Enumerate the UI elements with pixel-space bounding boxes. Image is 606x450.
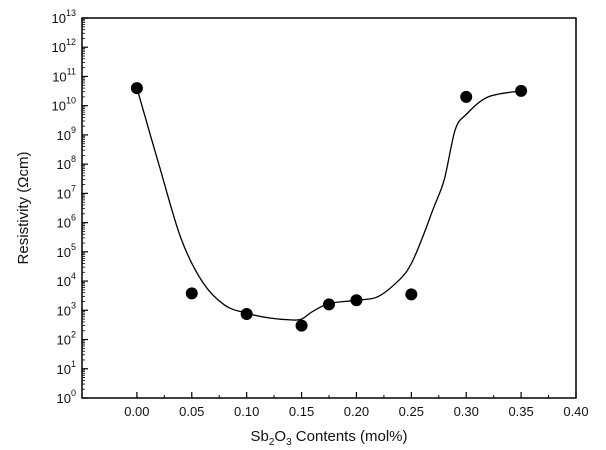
x-tick-label: 0.10 [234, 404, 259, 419]
y-tick-label: 106 [57, 213, 76, 231]
y-tick-label: 1012 [52, 37, 76, 55]
x-tick-label: 0.25 [399, 404, 424, 419]
data-point [515, 84, 528, 97]
x-axis-title-suffix: Contents (mol%) [292, 428, 408, 445]
y-tick-label: 103 [57, 300, 76, 318]
y-tick-label: 102 [57, 330, 76, 348]
x-tick-label: 0.05 [179, 404, 204, 419]
data-point [185, 287, 198, 300]
y-tick-label: 109 [57, 125, 76, 143]
y-tick-label: 1011 [52, 66, 76, 84]
x-tick-label: 0.20 [344, 404, 369, 419]
x-tick-label: 0.00 [124, 404, 149, 419]
x-axis-title-mid: O [274, 428, 286, 445]
y-tick-label: 1010 [52, 96, 76, 114]
x-axis-title-sub1: 2 [269, 437, 275, 448]
y-axis-title: Resistivity (Ωcm) [15, 152, 32, 265]
y-tick-label: 1013 [52, 8, 76, 26]
y-tick-label: 100 [57, 388, 76, 406]
data-point [405, 288, 418, 301]
data-point [323, 298, 335, 311]
y-tick-label: 105 [57, 242, 76, 260]
fit-curve [136, 87, 522, 321]
y-tick-label: 104 [57, 271, 76, 289]
x-tick-label: 0.35 [508, 404, 533, 419]
data-point [460, 90, 473, 103]
x-tick-label: 0.15 [289, 404, 314, 419]
plot-frame [81, 17, 577, 399]
x-tick-label: 0.30 [454, 404, 479, 419]
series-layer [130, 82, 528, 332]
x-tick-label: 0.40 [563, 404, 588, 419]
y-tick-label: 108 [57, 154, 76, 172]
data-point [295, 319, 308, 332]
data-point [350, 294, 363, 307]
data-point [130, 82, 143, 95]
x-axis-title-sub2: 3 [286, 437, 292, 448]
y-tick-label: 107 [57, 183, 76, 201]
x-axis-title-prefix: Sb [250, 428, 268, 445]
y-tick-label: 101 [57, 359, 76, 377]
data-point [240, 307, 253, 320]
x-axis-ticks: 0.00 0.05 0.10 0.15 0.20 0.25 0.30 0.35 0.40 [124, 392, 589, 419]
x-axis-title: Sb2O3 Contents (mol%) [250, 428, 407, 448]
y-axis-ticks: 100 101 102 103 104 105 106 107 108 109 1010 1011 10… [52, 8, 88, 406]
